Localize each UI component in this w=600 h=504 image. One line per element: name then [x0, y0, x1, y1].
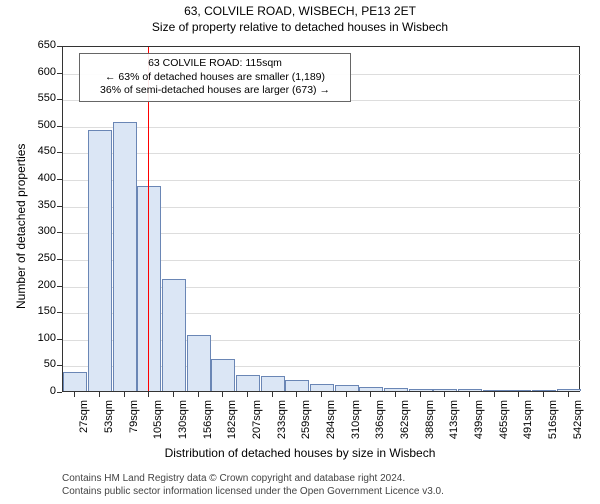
footer-line-2: Contains public sector information licen…: [62, 485, 444, 498]
histogram-bar: [236, 375, 260, 391]
x-tick-label: 27sqm: [78, 400, 90, 444]
x-tick-label: 542sqm: [572, 400, 584, 444]
histogram-bar: [359, 387, 383, 391]
y-tick-label: 500: [24, 119, 56, 131]
histogram-bar: [63, 372, 87, 391]
histogram-bar: [261, 376, 285, 391]
x-tick-label: 388sqm: [424, 400, 436, 444]
y-tick-label: 600: [24, 66, 56, 78]
x-tick-label: 516sqm: [547, 400, 559, 444]
x-tick-label: 182sqm: [226, 400, 238, 444]
annotation-box: 63 COLVILE ROAD: 115sqm← 63% of detached…: [79, 53, 351, 102]
x-tick-label: 53sqm: [103, 400, 115, 444]
x-tick-label: 130sqm: [177, 400, 189, 444]
histogram-bar: [88, 130, 112, 391]
y-tick-label: 300: [24, 225, 56, 237]
histogram-bar: [557, 389, 581, 391]
x-tick-label: 465sqm: [498, 400, 510, 444]
page-title: 63, COLVILE ROAD, WISBECH, PE13 2ET: [0, 4, 600, 18]
footer-attribution: Contains HM Land Registry data © Crown c…: [62, 472, 444, 498]
x-tick-label: 336sqm: [374, 400, 386, 444]
x-tick-label: 491sqm: [522, 400, 534, 444]
histogram-bar: [458, 389, 482, 391]
annotation-line: ← 63% of detached houses are smaller (1,…: [86, 71, 344, 85]
x-tick-label: 413sqm: [448, 400, 460, 444]
y-tick-label: 0: [24, 385, 56, 397]
histogram-bar: [483, 390, 507, 391]
x-tick-label: 105sqm: [152, 400, 164, 444]
x-tick-label: 259sqm: [300, 400, 312, 444]
y-tick-label: 150: [24, 305, 56, 317]
annotation-line: 36% of semi-detached houses are larger (…: [86, 84, 344, 98]
histogram-bar: [113, 122, 137, 391]
y-tick-label: 50: [24, 358, 56, 370]
y-tick-label: 250: [24, 252, 56, 264]
histogram-bar: [409, 389, 433, 391]
x-tick-label: 156sqm: [202, 400, 214, 444]
y-tick-label: 550: [24, 92, 56, 104]
annotation-line: 63 COLVILE ROAD: 115sqm: [86, 57, 344, 71]
x-axis-label: Distribution of detached houses by size …: [0, 446, 600, 460]
y-tick-label: 200: [24, 279, 56, 291]
histogram-bar: [335, 385, 359, 391]
histogram-bar: [507, 390, 531, 391]
x-tick-label: 362sqm: [399, 400, 411, 444]
y-tick-label: 650: [24, 39, 56, 51]
histogram-bar: [187, 335, 211, 391]
histogram-bar: [433, 389, 457, 391]
histogram-bar: [384, 388, 408, 391]
histogram-bar: [285, 380, 309, 391]
y-tick-label: 400: [24, 172, 56, 184]
footer-line-1: Contains HM Land Registry data © Crown c…: [62, 472, 444, 485]
x-tick-label: 79sqm: [128, 400, 140, 444]
x-tick-label: 310sqm: [350, 400, 362, 444]
x-tick-label: 284sqm: [325, 400, 337, 444]
x-tick-label: 207sqm: [251, 400, 263, 444]
histogram-bar: [310, 384, 334, 391]
histogram-bar: [532, 390, 556, 391]
page-subtitle: Size of property relative to detached ho…: [0, 20, 600, 34]
y-tick-label: 350: [24, 199, 56, 211]
y-tick-label: 450: [24, 145, 56, 157]
x-tick-label: 439sqm: [473, 400, 485, 444]
histogram-bar: [211, 359, 235, 391]
histogram-bar: [162, 279, 186, 391]
y-tick-label: 100: [24, 332, 56, 344]
histogram-chart: 63 COLVILE ROAD: 115sqm← 63% of detached…: [62, 46, 580, 392]
x-tick-label: 233sqm: [276, 400, 288, 444]
